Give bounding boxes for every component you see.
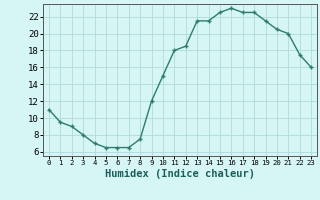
X-axis label: Humidex (Indice chaleur): Humidex (Indice chaleur): [105, 169, 255, 179]
